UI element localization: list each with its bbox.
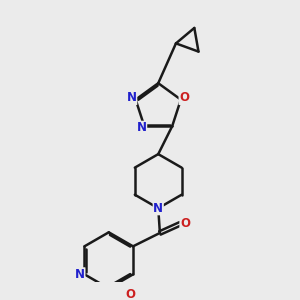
Text: O: O [180, 217, 190, 230]
Text: O: O [125, 288, 135, 300]
Text: N: N [153, 202, 163, 215]
Text: N: N [127, 92, 137, 104]
Text: N: N [136, 121, 147, 134]
Text: N: N [75, 268, 85, 281]
Text: O: O [179, 92, 189, 104]
